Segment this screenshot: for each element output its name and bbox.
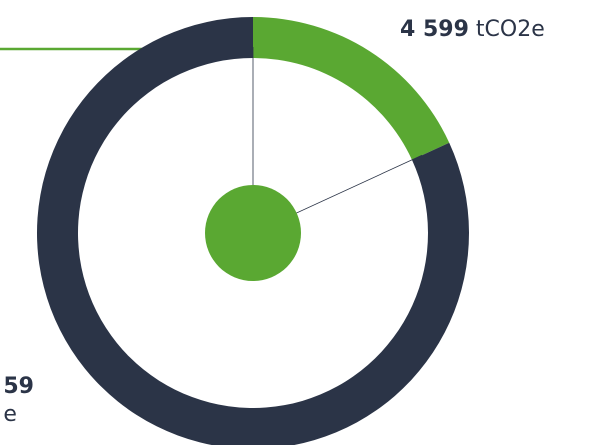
data-label-unit: tCO2e [475,17,545,42]
data-label-value: 59 [3,374,34,399]
data-label-unit: e [3,402,17,427]
data-label-slice-1: 4 599 tCO2e [400,16,545,44]
data-label-slice-2: 59 e [3,373,34,429]
donut-slice-1 [253,17,450,160]
data-label-value: 4 599 [400,17,469,42]
donut-slices [37,17,469,445]
center-dot [205,185,301,281]
